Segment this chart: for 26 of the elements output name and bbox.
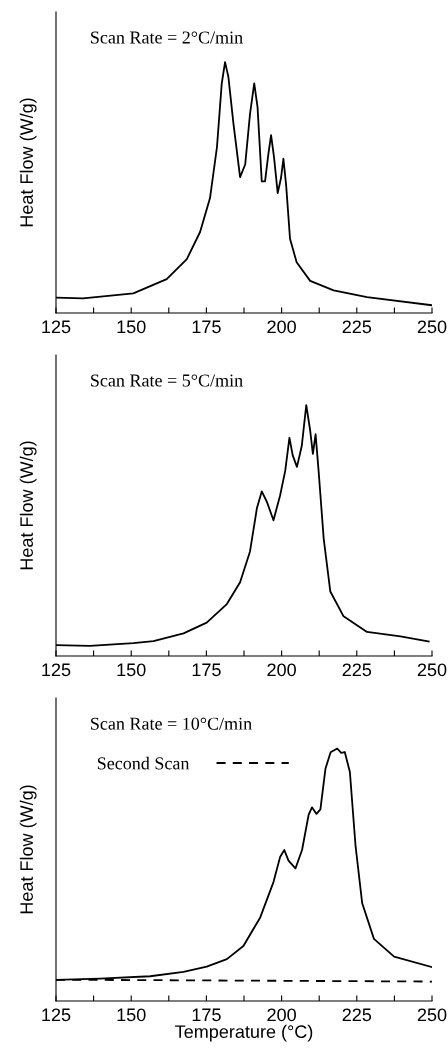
x-tick-label: 125	[42, 663, 71, 677]
legend-label: Second Scan	[97, 756, 190, 770]
x-tick-label: 225	[342, 1008, 372, 1022]
x-tick-label: 250	[417, 1008, 447, 1022]
text: Scan Rate = 2°C/min	[91, 31, 243, 44]
x-tick-label: 225	[342, 663, 372, 677]
y-axis-title: Heat Flow (W/g)	[19, 98, 37, 227]
x-axis-title: Temperature (°C)	[175, 1024, 313, 1042]
y-axis-title: Heat Flow (W/g)	[19, 785, 37, 914]
x-tick-label: 125	[42, 1008, 71, 1022]
x-tick-label: 200	[267, 320, 296, 334]
text: Scan Rate = 10°C/min	[91, 717, 252, 730]
x-tick-label: 225	[342, 320, 372, 334]
x-tick-label: 175	[192, 1008, 221, 1022]
x-tick-label: 150	[117, 663, 146, 677]
x-tick-label: 250	[417, 320, 447, 334]
y-axis-title: Heat Flow (W/g)	[19, 441, 37, 570]
text: Scan Rate = 5°C/min	[91, 374, 243, 387]
x-tick-label: 150	[117, 320, 146, 334]
x-tick-label: 200	[267, 663, 296, 677]
x-tick-label: 250	[417, 663, 447, 677]
x-tick-label: 175	[192, 320, 221, 334]
x-tick-label: 175	[192, 663, 221, 677]
x-tick-label: 150	[117, 1008, 146, 1022]
x-tick-label: 125	[42, 320, 71, 334]
x-tick-label: 200	[267, 1008, 296, 1022]
